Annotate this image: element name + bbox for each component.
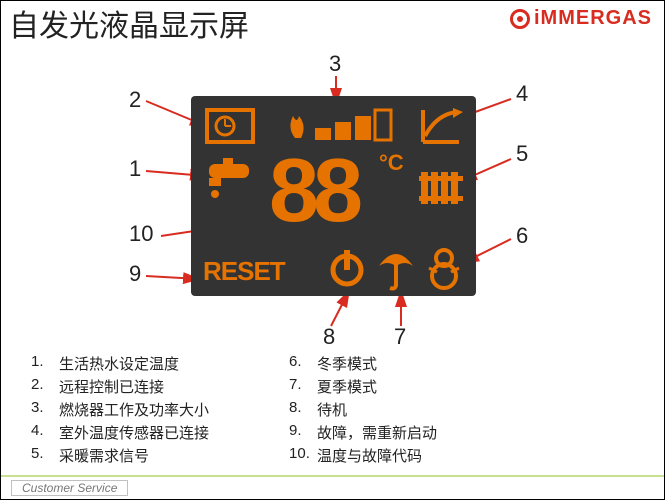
burner-power-icon bbox=[281, 106, 401, 146]
footer: Customer Service bbox=[1, 475, 664, 499]
callout-4: 4 bbox=[516, 81, 528, 107]
callout-1: 1 bbox=[129, 156, 141, 182]
callout-2: 2 bbox=[129, 87, 141, 113]
callout-8: 8 bbox=[323, 324, 335, 350]
legend-num: 6. bbox=[289, 353, 317, 374]
callout-9: 9 bbox=[129, 261, 141, 287]
radiator-icon bbox=[419, 168, 465, 208]
legend: 1.生活热水设定温度 2.远程控制已连接 3.燃烧器工作及功率大小 4.室外温度… bbox=[31, 353, 437, 468]
legend-text: 室外温度传感器已连接 bbox=[59, 422, 209, 443]
legend-num: 9. bbox=[289, 422, 317, 443]
legend-text: 冬季模式 bbox=[317, 353, 377, 374]
brand-logo-block: iMMERGAS bbox=[510, 7, 652, 30]
legend-text: 夏季模式 bbox=[317, 376, 377, 397]
power-icon bbox=[327, 248, 367, 288]
callout-10: 10 bbox=[129, 221, 153, 247]
outdoor-sensor-icon bbox=[419, 106, 463, 146]
legend-text: 故障，需重新启动 bbox=[317, 422, 437, 443]
legend-num: 8. bbox=[289, 399, 317, 420]
legend-num: 2. bbox=[31, 376, 59, 397]
legend-num: 4. bbox=[31, 422, 59, 443]
winter-snowman-icon bbox=[423, 246, 465, 290]
dhw-faucet-icon bbox=[205, 158, 255, 204]
temperature-display: 88 bbox=[269, 146, 357, 236]
legend-text: 采暖需求信号 bbox=[59, 445, 149, 466]
page-title: 自发光液晶显示屏 bbox=[9, 1, 249, 45]
summer-umbrella-icon bbox=[375, 246, 417, 290]
callout-7: 7 bbox=[394, 324, 406, 350]
callout-6: 6 bbox=[516, 223, 528, 249]
slide: 自发光液晶显示屏 iMMERGAS 2 3 4 1 5 bbox=[0, 0, 665, 500]
reset-label: RESET bbox=[203, 256, 285, 287]
legend-text: 温度与故障代码 bbox=[317, 445, 422, 466]
legend-num: 5. bbox=[31, 445, 59, 466]
lcd-panel: 88 °C RESET bbox=[191, 96, 476, 296]
callout-3: 3 bbox=[329, 51, 341, 77]
brand-circle-icon bbox=[510, 9, 530, 29]
legend-text: 远程控制已连接 bbox=[59, 376, 164, 397]
legend-right: 6.冬季模式 7.夏季模式 8.待机 9.故障，需重新启动 10.温度与故障代码 bbox=[289, 353, 437, 468]
callout-5: 5 bbox=[516, 141, 528, 167]
legend-text: 待机 bbox=[317, 399, 347, 420]
legend-num: 10. bbox=[289, 445, 317, 466]
brand-text: iMMERGAS bbox=[534, 7, 652, 30]
legend-left: 1.生活热水设定温度 2.远程控制已连接 3.燃烧器工作及功率大小 4.室外温度… bbox=[31, 353, 209, 468]
temperature-unit: °C bbox=[379, 150, 404, 176]
legend-num: 1. bbox=[31, 353, 59, 374]
legend-text: 生活热水设定温度 bbox=[59, 353, 179, 374]
legend-text: 燃烧器工作及功率大小 bbox=[59, 399, 209, 420]
remote-clock-icon bbox=[205, 108, 255, 144]
footer-text: Customer Service bbox=[11, 480, 128, 496]
legend-num: 7. bbox=[289, 376, 317, 397]
legend-num: 3. bbox=[31, 399, 59, 420]
